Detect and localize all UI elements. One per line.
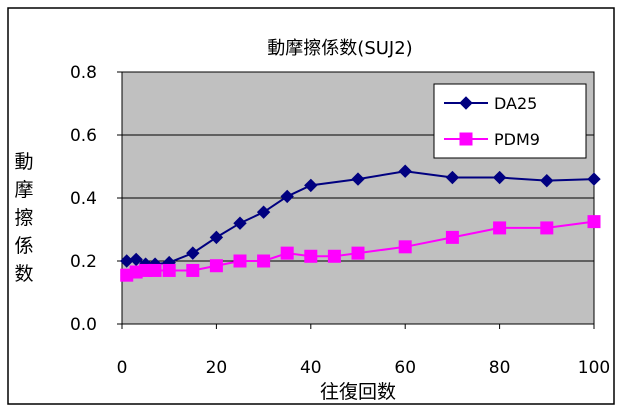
y-axis-label-char: 係 xyxy=(14,235,33,257)
y-tick-label: 0.0 xyxy=(70,315,97,335)
x-tick-label: 80 xyxy=(489,358,511,378)
data-point xyxy=(209,230,224,245)
data-point xyxy=(445,230,459,244)
x-tick-label: 60 xyxy=(394,358,416,378)
legend-label: PDM9 xyxy=(494,130,540,149)
data-point xyxy=(186,246,200,260)
data-point xyxy=(257,254,271,268)
legend-marker xyxy=(459,96,473,110)
x-tick-label: 0 xyxy=(117,358,128,378)
legend-entry: DA25 xyxy=(444,94,537,113)
data-point xyxy=(327,249,341,263)
data-point xyxy=(587,215,601,229)
x-tick-label: 40 xyxy=(300,358,322,378)
data-point xyxy=(492,170,507,185)
data-point xyxy=(398,164,412,178)
series-layer xyxy=(120,164,601,282)
data-point xyxy=(304,249,318,263)
data-point xyxy=(256,205,271,219)
data-point xyxy=(148,263,162,277)
x-tick-label: 20 xyxy=(206,358,228,378)
data-point xyxy=(540,173,554,188)
legend: DA25 PDM9 xyxy=(433,83,587,159)
data-point xyxy=(445,170,460,185)
y-axis-label-char: 擦 xyxy=(14,207,33,229)
x-axis-label: 往復回数 xyxy=(320,381,396,403)
chart-title: 動摩擦係数(SUJ2) xyxy=(267,38,412,59)
y-axis-label-char: 動 xyxy=(14,151,33,173)
legend-box xyxy=(433,83,587,159)
y-axis-label: 動 摩 擦 係 数 xyxy=(14,151,33,285)
legend-marker xyxy=(459,132,473,146)
data-point xyxy=(129,252,143,267)
data-point xyxy=(186,263,200,277)
data-point xyxy=(587,172,601,186)
y-tick-label: 0.6 xyxy=(70,126,97,146)
data-point xyxy=(351,246,365,260)
data-point xyxy=(351,172,365,186)
data-point xyxy=(304,178,318,193)
data-point xyxy=(209,259,223,273)
y-tick-label: 0.2 xyxy=(70,252,97,272)
data-point xyxy=(280,246,294,260)
series-pdm9 xyxy=(120,215,601,282)
data-point xyxy=(162,263,176,277)
x-axis-ticks: 0 20 40 60 80 100 xyxy=(117,324,610,378)
y-axis-label-char: 摩 xyxy=(14,179,33,201)
x-tick-label: 100 xyxy=(578,358,610,378)
data-point xyxy=(493,221,507,235)
y-tick-label: 0.4 xyxy=(70,189,97,209)
y-axis-label-char: 数 xyxy=(14,263,33,285)
legend-label: DA25 xyxy=(494,94,537,113)
data-point xyxy=(398,240,412,254)
data-point xyxy=(233,254,247,268)
legend-entry: PDM9 xyxy=(444,130,540,149)
y-tick-label: 0.8 xyxy=(70,63,97,83)
y-axis-ticks: 0.0 0.2 0.4 0.6 0.8 xyxy=(70,63,122,335)
data-point xyxy=(280,189,294,204)
data-point xyxy=(540,221,554,235)
data-point xyxy=(233,216,247,230)
